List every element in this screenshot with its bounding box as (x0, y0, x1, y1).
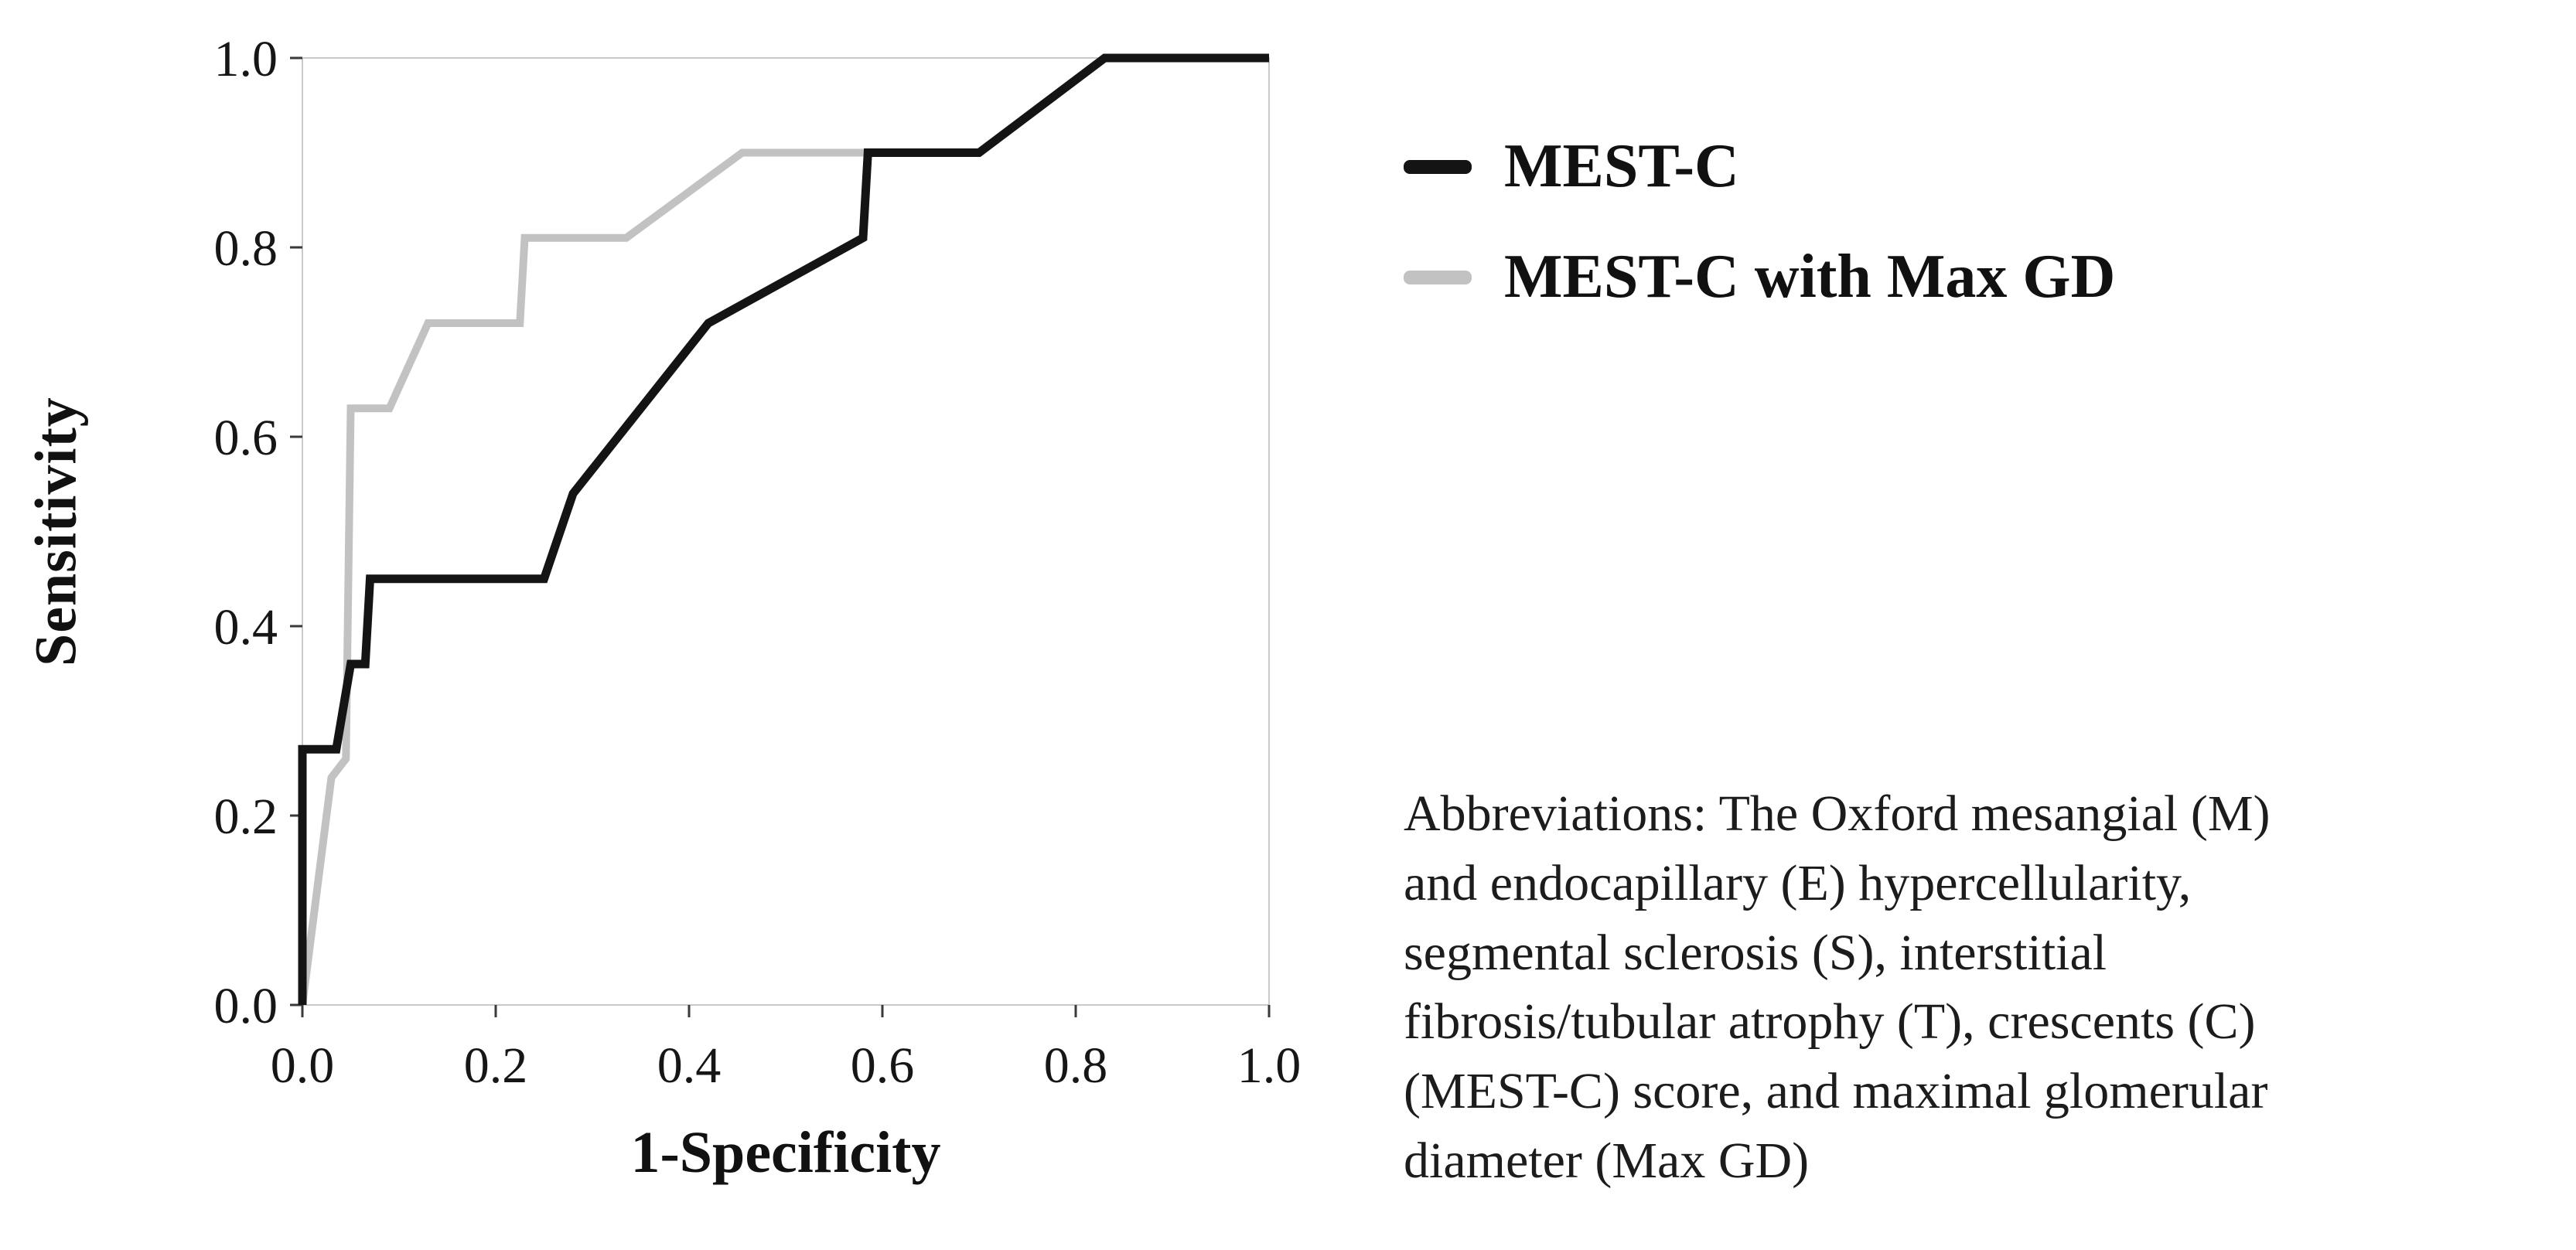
legend-label: MEST-C with Max GD (1504, 243, 2116, 311)
legend-item: MEST-C (1404, 131, 2564, 202)
legend-label: MEST-C (1504, 132, 1739, 200)
roc-chart: 0.0 0.2 0.4 0.6 0.8 1.0 0.0 0.2 0.4 0.6 0.8 1.0 Sen… (23, 31, 1302, 1185)
legend-item: MEST-C with Max GD (1404, 242, 2564, 312)
legend-dash-icon (1404, 270, 1472, 284)
y-tick-label: 0.2 (214, 788, 278, 845)
x-tick-label: 0.2 (464, 1037, 528, 1094)
y-tick-label: 0.4 (214, 599, 278, 656)
abbreviations-line: segmental sclerosis (S), interstitial (1404, 924, 2107, 981)
legend-dash-icon (1404, 159, 1472, 174)
abbreviations-text: Abbreviations: The Oxford mesangial (M) a… (1404, 779, 2564, 1196)
x-axis-label: 1-Specificity (630, 1120, 941, 1185)
y-tick-label: 0.6 (214, 410, 278, 466)
roc-curve-mest-c-with-max-gd (299, 54, 1269, 1006)
abbreviations-line: fibrosis/tubular atrophy (T), crescents … (1404, 993, 2256, 1051)
legend: MEST-C MEST-C with Max GD (1404, 131, 2564, 353)
roc-curve-mest-c (298, 53, 1269, 1005)
abbreviations-line: Abbreviations: The Oxford mesangial (M) (1404, 785, 2271, 842)
y-axis-label: Sensitivity (23, 397, 89, 666)
y-tick-label: 0.8 (214, 220, 278, 277)
y-tick-label: 0.0 (214, 978, 278, 1034)
x-tick-label: 0.8 (1044, 1037, 1108, 1094)
abbreviations-line: and endocapillary (E) hypercellularity, (1404, 854, 2192, 911)
x-tick-label: 1.0 (1237, 1037, 1302, 1094)
abbreviations-line: diameter (Max GD) (1404, 1132, 1810, 1189)
x-tick-label: 0.0 (271, 1037, 335, 1094)
plot-frame (302, 57, 1270, 1006)
y-tick-label: 1.0 (214, 31, 278, 87)
x-tick-label: 0.4 (657, 1037, 722, 1094)
x-tick-label: 0.6 (851, 1037, 915, 1094)
roc-plot-canvas: 0.0 0.2 0.4 0.6 0.8 1.0 0.0 0.2 0.4 0.6 0.8 1.0 (214, 31, 1302, 1094)
abbreviations-line: (MEST-C) score, and maximal glomerular (1404, 1063, 2268, 1119)
